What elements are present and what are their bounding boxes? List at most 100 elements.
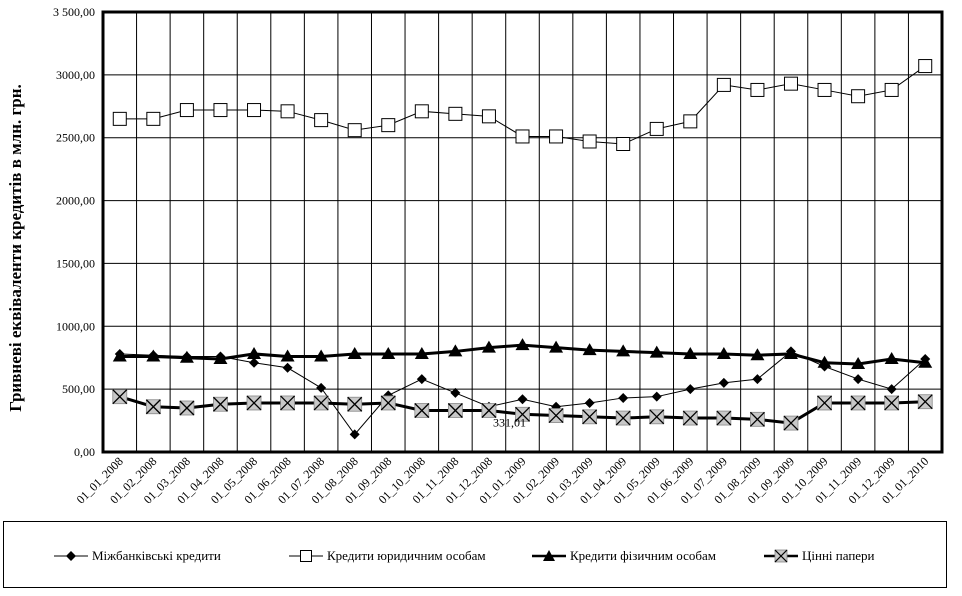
data-point (817, 82, 832, 97)
data-point (682, 410, 698, 426)
data-point (414, 346, 429, 359)
data-point (649, 409, 665, 425)
data-point (716, 410, 732, 426)
data-point (817, 395, 832, 411)
diamond-marker-icon (54, 551, 88, 561)
data-label: 331,01 (493, 416, 526, 430)
data-point (851, 89, 866, 104)
y-tick-label: 500,00 (62, 382, 95, 396)
data-point (448, 106, 463, 121)
data-point (618, 392, 629, 403)
data-point (414, 104, 429, 119)
data-point (517, 394, 528, 405)
data-point (783, 415, 799, 431)
data-point (615, 410, 631, 426)
data-point (616, 137, 631, 151)
data-point (683, 114, 698, 129)
legend-item-interbank: Міжбанківські кредити (54, 546, 221, 566)
data-point (280, 349, 295, 362)
data-point (884, 351, 899, 364)
data-point (616, 344, 631, 357)
data-point (146, 111, 161, 126)
data-point (651, 391, 662, 402)
data-point (817, 355, 832, 368)
data-point (582, 409, 598, 425)
data-point (750, 348, 765, 361)
data-point (313, 395, 329, 411)
legend-item-legal-entities: Кредити юридичним особам (289, 546, 486, 566)
data-point (314, 113, 329, 128)
data-point (280, 104, 295, 119)
data-point (515, 406, 530, 422)
y-tick-label: 2500,00 (56, 131, 95, 145)
data-point (314, 349, 329, 362)
data-point (280, 395, 296, 411)
data-point (783, 76, 798, 91)
data-point (246, 395, 262, 411)
data-point (249, 357, 260, 368)
data-point (213, 396, 228, 412)
data-point (549, 340, 564, 353)
data-point (918, 355, 933, 368)
y-tick-label: 1000,00 (56, 319, 95, 333)
gridlines (103, 11, 942, 453)
data-point (918, 59, 933, 74)
square-marker-icon (289, 550, 323, 562)
data-point (112, 349, 127, 362)
line-chart: 0,00 500,00 1000,00 1500,00 2000,00 2500,00 30… (6, 5, 944, 507)
data-point (247, 346, 262, 359)
data-point (213, 103, 228, 118)
data-point (282, 362, 293, 373)
data-point (247, 103, 262, 118)
data-point (548, 408, 564, 424)
series-3 (112, 338, 933, 369)
legend-item-securities: Цінні папери (764, 546, 875, 566)
data-point (179, 400, 195, 416)
data-point (414, 403, 430, 418)
data-point (752, 374, 763, 385)
data-point (718, 377, 729, 388)
data-point (349, 429, 360, 440)
data-point (649, 345, 664, 358)
data-point (884, 82, 899, 97)
data-point (884, 395, 900, 411)
data-point (582, 343, 597, 356)
data-point (783, 346, 798, 359)
x-marker-icon (764, 549, 798, 563)
y-tick-label: 0,00 (74, 445, 95, 459)
data-point (749, 411, 765, 427)
data-point (685, 384, 696, 395)
data-point (447, 403, 463, 418)
data-point (853, 374, 864, 385)
series-layer (112, 59, 933, 440)
triangle-marker-icon (532, 550, 566, 561)
data-point (347, 346, 362, 359)
data-point (515, 129, 530, 144)
data-point (716, 77, 731, 92)
data-point (481, 109, 496, 124)
data-point (112, 111, 127, 126)
data-point (582, 134, 597, 149)
data-point (179, 103, 194, 118)
data-point (381, 346, 396, 359)
data-point (716, 346, 731, 359)
series-4 (112, 389, 933, 431)
data-point (416, 374, 427, 385)
data-point (347, 396, 363, 412)
data-point (316, 382, 327, 393)
legend-label: Цінні папери (802, 548, 875, 563)
x-tick-labels: 01_01_200801_02_200801_03_200801_04_2008… (74, 454, 932, 506)
y-tick-labels: 0,00 500,00 1000,00 1500,00 2000,00 2500,00 30… (53, 5, 95, 459)
y-tick-label: 3000,00 (56, 68, 95, 82)
data-point (649, 121, 664, 136)
data-point (481, 403, 497, 418)
data-point (179, 350, 194, 363)
legend: Міжбанківські кредити Кредити юридичним … (3, 521, 947, 588)
data-point (850, 395, 866, 411)
data-point (112, 389, 128, 405)
data-point (549, 129, 564, 144)
data-point (584, 397, 595, 408)
data-point (917, 394, 933, 410)
data-point (851, 357, 866, 369)
data-point (347, 123, 362, 138)
